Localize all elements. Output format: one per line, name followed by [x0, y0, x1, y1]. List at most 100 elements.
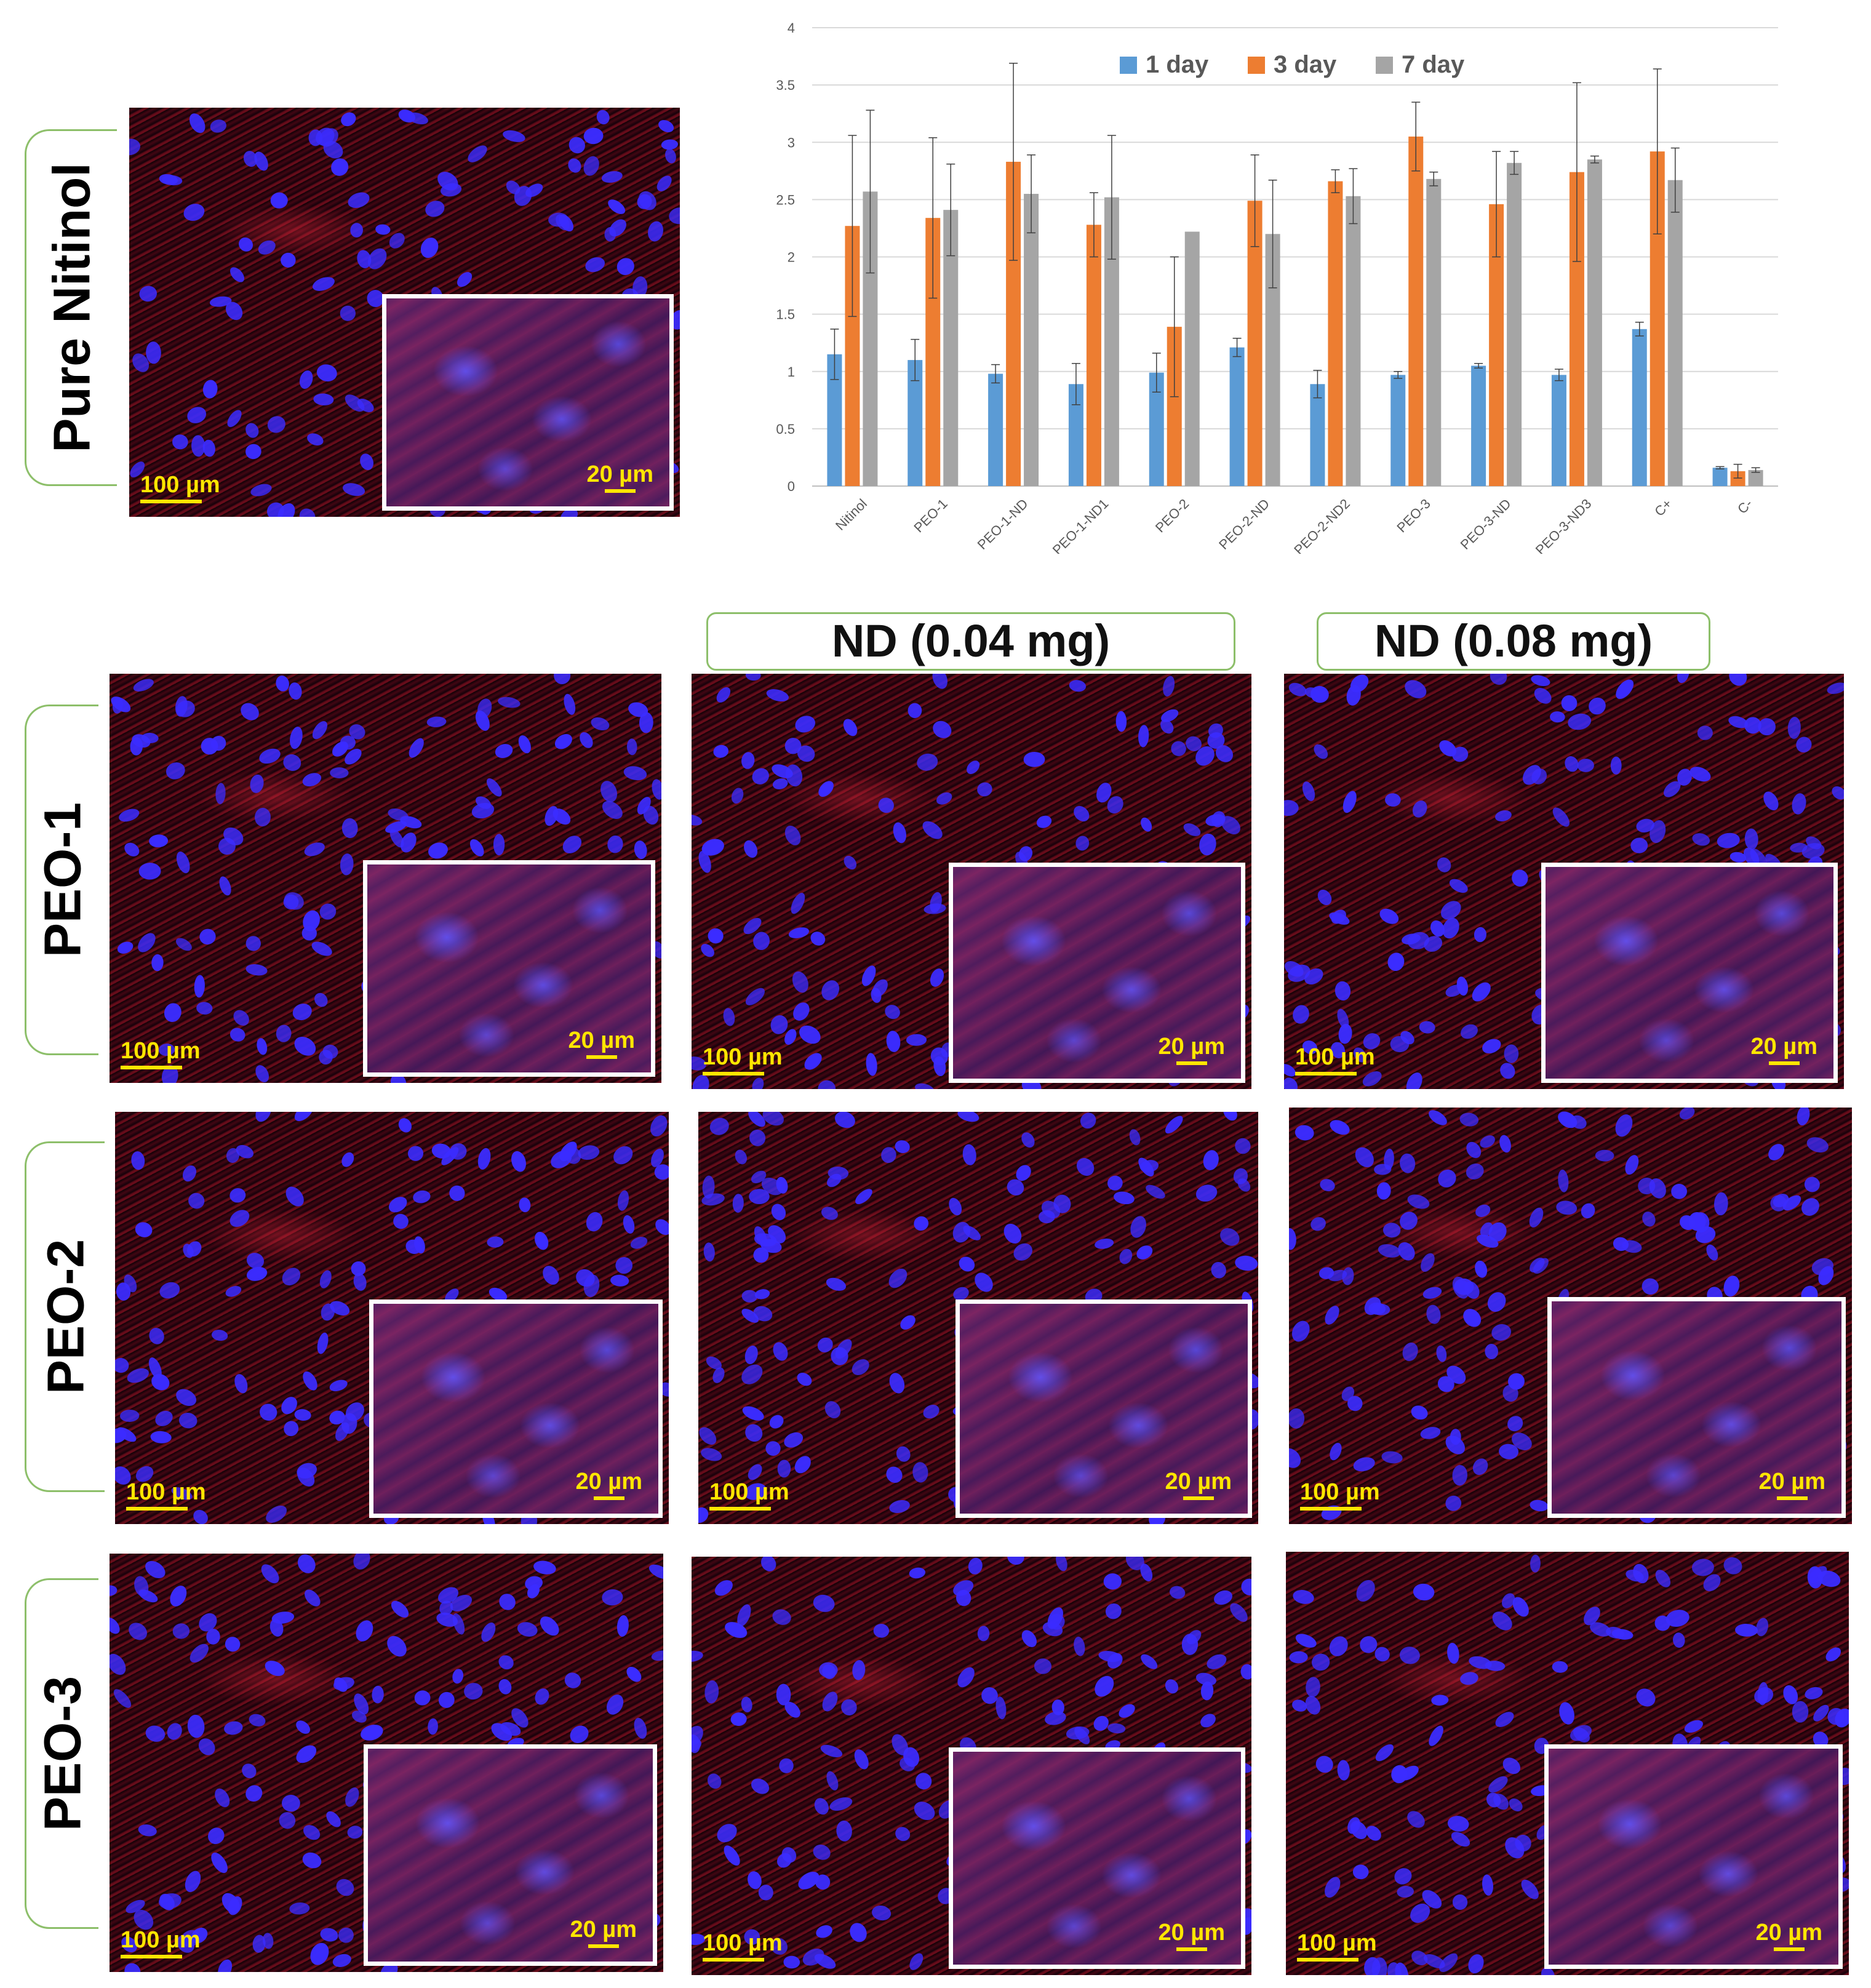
x-tick-label: PEO-2-ND: [1216, 496, 1272, 553]
cell-nucleus: [1306, 1677, 1320, 1698]
cell-nucleus: [1797, 1108, 1810, 1126]
cell-nucleus: [398, 110, 416, 123]
cell-nucleus: [159, 1282, 180, 1299]
cell-nucleus: [1452, 1894, 1468, 1910]
cell-nucleus: [296, 1745, 317, 1763]
cell-nucleus: [580, 732, 593, 748]
cell-nucleus: [1013, 1243, 1032, 1261]
scalebar-large: 100 µm: [121, 1038, 201, 1069]
cell-nucleus: [218, 1959, 233, 1972]
cell-nucleus: [1430, 920, 1445, 937]
cell-nucleus: [1207, 732, 1225, 749]
cell-nucleus: [1366, 1826, 1381, 1841]
cell-nucleus: [199, 928, 216, 945]
cell-nucleus: [1411, 1405, 1428, 1420]
cell-nucleus: [1021, 1132, 1035, 1148]
y-tick-label: 1: [788, 364, 795, 380]
cell-nucleus: [319, 1050, 333, 1065]
cell-nucleus: [798, 1872, 820, 1890]
cell-nucleus: [821, 1207, 838, 1220]
scalebar-small: 20 µm: [570, 1917, 637, 1948]
cell-nucleus: [602, 1589, 623, 1606]
cell-nucleus: [795, 716, 816, 733]
cell-nucleus: [215, 1788, 230, 1808]
cell-nucleus: [1385, 793, 1401, 807]
cell-nucleus: [1203, 1150, 1219, 1170]
cell-nucleus: [1671, 1184, 1688, 1199]
cell-nucleus: [1074, 1637, 1085, 1656]
cell-nucleus: [331, 158, 349, 176]
cell-nucleus: [1310, 1217, 1326, 1231]
legend-swatch: [1248, 57, 1265, 74]
cell-nucleus: [1413, 1583, 1435, 1601]
cell-nucleus: [1735, 1624, 1758, 1637]
cell-nucleus: [1422, 1287, 1442, 1299]
cell-nucleus: [1512, 869, 1528, 887]
cell-nucleus: [1355, 1147, 1374, 1168]
x-tick-label: PEO-2: [1152, 496, 1192, 535]
cell-nucleus: [332, 1954, 351, 1967]
cell-nucleus: [115, 1466, 131, 1485]
cell-nucleus: [261, 1564, 279, 1584]
cell-nucleus: [1442, 917, 1459, 939]
cell-nucleus: [741, 1309, 759, 1323]
cell-nucleus: [1200, 1714, 1216, 1728]
cell-nucleus: [1023, 751, 1045, 767]
cell-nucleus: [1449, 879, 1468, 893]
cell-nucleus: [1474, 927, 1486, 943]
cell-nucleus: [895, 1140, 910, 1154]
cell-nucleus: [1452, 1464, 1467, 1486]
cell-nucleus: [1337, 1008, 1349, 1029]
bar: [988, 373, 1003, 486]
cell-nucleus: [754, 1226, 767, 1245]
legend-swatch: [1120, 57, 1137, 74]
cell-nucleus: [1610, 756, 1622, 775]
cell-nucleus: [290, 727, 303, 749]
cell-nucleus: [1406, 1072, 1422, 1089]
micrograph-peo-3-nd-008: 20 µm 100 µm: [1286, 1552, 1849, 1975]
cell-nucleus: [540, 1616, 559, 1636]
cell-nucleus: [1792, 793, 1806, 815]
cell-nucleus: [316, 364, 337, 381]
cell-nucleus: [784, 825, 801, 845]
cell-nucleus: [194, 975, 205, 998]
cell-nucleus: [1758, 718, 1776, 736]
cell-nucleus: [762, 1112, 784, 1126]
cell-nucleus: [289, 682, 302, 700]
cell-nucleus: [1439, 1953, 1458, 1973]
cell-nucleus: [1692, 833, 1710, 846]
cell-nucleus: [149, 834, 169, 848]
cell-nucleus: [1423, 1954, 1445, 1969]
cell-nucleus: [1763, 791, 1779, 811]
cell-nucleus: [1352, 1864, 1369, 1880]
cell-nucleus: [744, 1345, 758, 1365]
cell-nucleus: [1107, 1175, 1123, 1191]
cell-nucleus: [1221, 816, 1240, 834]
cell-nucleus: [744, 1483, 767, 1500]
cell-nucleus: [341, 112, 356, 127]
cell-nucleus: [1291, 1320, 1310, 1342]
column-header-nd-008: ND (0.08 mg): [1317, 612, 1710, 671]
cell-nucleus: [1330, 1442, 1342, 1461]
cell-nucleus: [1541, 1967, 1555, 1975]
cell-nucleus: [608, 199, 626, 214]
cell-nucleus: [1141, 817, 1152, 832]
cell-nucleus: [912, 1462, 928, 1483]
cell-nucleus: [692, 815, 703, 826]
cell-nucleus: [441, 1147, 459, 1165]
cell-nucleus: [255, 1065, 269, 1083]
cell-nucleus: [360, 453, 373, 470]
cell-nucleus: [885, 1005, 900, 1020]
cell-nucleus: [1650, 820, 1666, 844]
cell-nucleus: [1436, 1345, 1447, 1362]
cell-nucleus: [981, 1687, 998, 1704]
cell-nucleus: [303, 910, 320, 932]
cell-nucleus: [968, 1557, 983, 1575]
cell-nucleus: [1315, 1755, 1333, 1773]
cell-nucleus: [977, 782, 992, 797]
cell-nucleus: [477, 1148, 491, 1170]
scalebar-large: 100 µm: [709, 1479, 789, 1511]
cell-nucleus: [861, 965, 876, 986]
cell-nucleus: [741, 1290, 758, 1303]
cell-nucleus: [481, 1623, 496, 1642]
